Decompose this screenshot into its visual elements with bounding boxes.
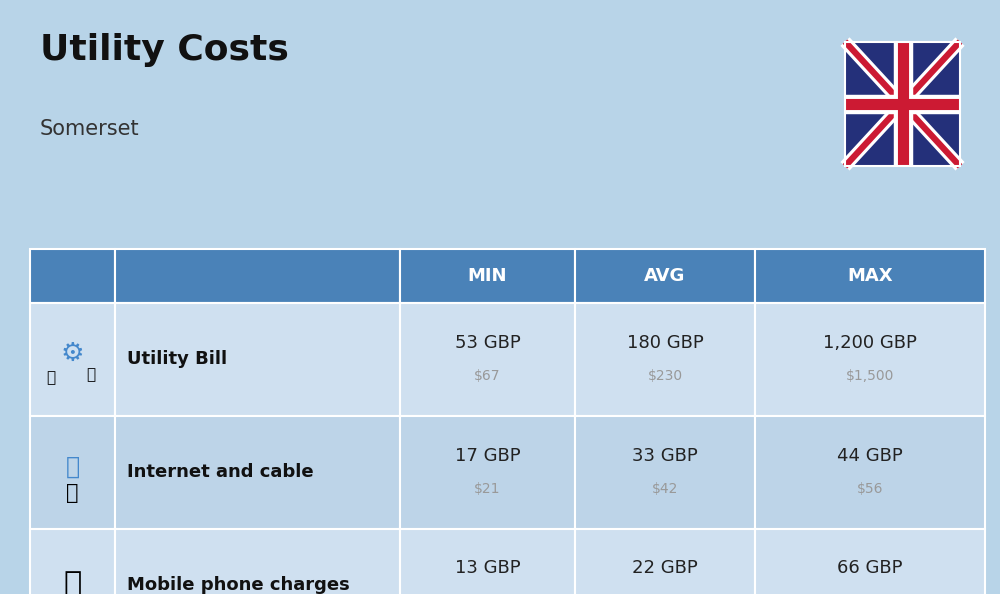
Text: Utility Bill: Utility Bill <box>127 350 227 368</box>
Text: ⚙: ⚙ <box>61 340 84 366</box>
Text: $1,500: $1,500 <box>846 369 894 383</box>
Text: 53 GBP: 53 GBP <box>455 334 520 352</box>
Bar <box>575 529 755 594</box>
Text: $67: $67 <box>474 369 501 383</box>
Bar <box>575 249 755 303</box>
Text: 📱: 📱 <box>63 571 82 594</box>
Text: Somerset: Somerset <box>40 119 140 139</box>
Text: MIN: MIN <box>468 267 507 285</box>
Text: $42: $42 <box>652 482 678 496</box>
Text: 33 GBP: 33 GBP <box>632 447 698 465</box>
Text: 22 GBP: 22 GBP <box>632 560 698 577</box>
Text: MAX: MAX <box>847 267 893 285</box>
Bar <box>845 42 960 166</box>
Bar <box>755 249 985 303</box>
Text: $21: $21 <box>474 482 501 496</box>
Text: 180 GBP: 180 GBP <box>627 334 703 352</box>
Bar <box>400 416 575 529</box>
Bar <box>30 529 115 594</box>
Bar <box>400 529 575 594</box>
Bar <box>115 303 400 416</box>
Bar <box>115 416 400 529</box>
Bar <box>400 249 575 303</box>
Bar <box>575 416 755 529</box>
Text: 17 GBP: 17 GBP <box>455 447 520 465</box>
Bar <box>755 416 985 529</box>
Bar <box>30 416 115 529</box>
Bar <box>30 249 115 303</box>
Text: 13 GBP: 13 GBP <box>455 560 520 577</box>
Bar <box>115 529 400 594</box>
Text: 66 GBP: 66 GBP <box>837 560 903 577</box>
Bar <box>115 249 400 303</box>
Text: AVG: AVG <box>644 267 686 285</box>
Bar <box>575 303 755 416</box>
Text: 1,200 GBP: 1,200 GBP <box>823 334 917 352</box>
Text: Internet and cable: Internet and cable <box>127 463 314 481</box>
Text: $230: $230 <box>647 369 683 383</box>
Text: 🖨: 🖨 <box>66 483 79 503</box>
Text: 💡: 💡 <box>86 366 95 382</box>
Bar <box>845 42 960 166</box>
Text: 🔌: 🔌 <box>46 369 55 385</box>
Text: $56: $56 <box>857 482 883 496</box>
Bar <box>755 303 985 416</box>
Bar <box>755 529 985 594</box>
Text: 📶: 📶 <box>65 454 80 478</box>
Text: 44 GBP: 44 GBP <box>837 447 903 465</box>
Text: Mobile phone charges: Mobile phone charges <box>127 576 350 594</box>
Bar <box>400 303 575 416</box>
Bar <box>30 303 115 416</box>
Text: Utility Costs: Utility Costs <box>40 33 289 67</box>
